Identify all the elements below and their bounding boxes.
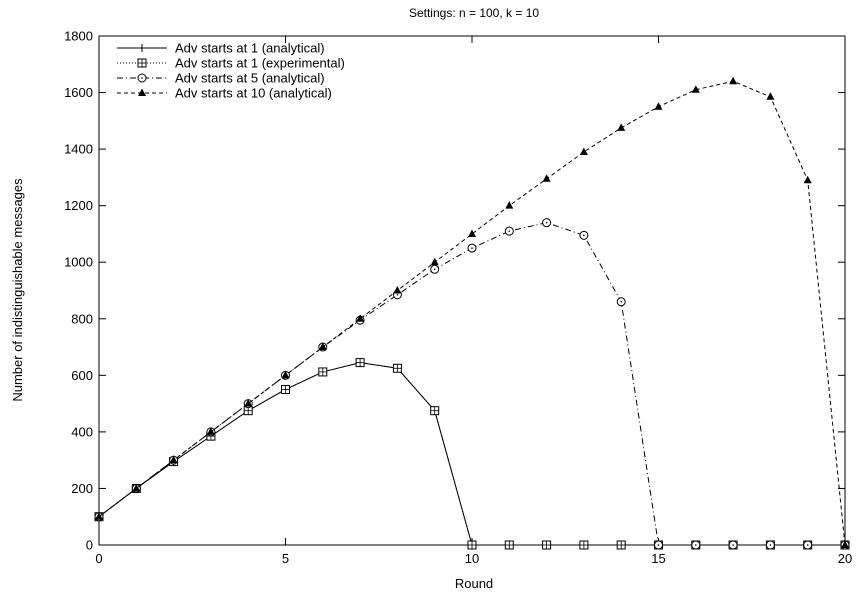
series-line (98, 222, 845, 546)
data-point (616, 297, 626, 307)
data-point (542, 540, 552, 550)
x-axis-label: Round (455, 576, 493, 591)
y-tick-label: 200 (71, 481, 93, 496)
y-tick-label: 1400 (64, 142, 93, 157)
legend-entry: Adv starts at 5 (analytical) (117, 71, 325, 86)
data-point (318, 367, 328, 377)
legend-marker (138, 88, 146, 96)
y-axis-label: Number of indistinguishable messages (10, 178, 25, 402)
data-point (803, 175, 812, 184)
data-point (430, 406, 440, 416)
data-point (318, 342, 327, 351)
data-point (281, 384, 290, 394)
data-point (430, 264, 440, 274)
y-tick-label: 600 (71, 368, 93, 383)
data-point (393, 286, 402, 294)
data-point (281, 370, 290, 379)
data-point (505, 201, 514, 209)
series-line (98, 80, 846, 546)
series-line (98, 362, 845, 546)
y-tick-label: 0 (86, 538, 93, 553)
series-2 (94, 218, 850, 550)
data-point (467, 540, 477, 550)
x-tick-label: 15 (651, 551, 665, 566)
legend-marker (137, 58, 147, 68)
y-tick-label: 1000 (64, 255, 93, 270)
series-layer (94, 76, 850, 550)
data-point (430, 257, 439, 266)
data-point (766, 92, 775, 100)
data-point (841, 540, 849, 548)
data-point (617, 123, 626, 131)
data-point (392, 363, 402, 373)
data-point (132, 483, 141, 492)
plot-area (98, 35, 846, 546)
y-tick-label: 1600 (64, 85, 93, 100)
x-axis: 0 5 10 15 20 (95, 36, 852, 566)
series-0 (95, 358, 849, 549)
data-point (579, 147, 588, 155)
legend-entry: Adv starts at 10 (analytical) (117, 86, 332, 101)
data-point (542, 218, 552, 228)
data-point (579, 540, 589, 550)
data-point (579, 230, 589, 240)
data-point (616, 540, 626, 550)
legend-marker (138, 44, 146, 52)
y-tick-label: 400 (71, 424, 93, 439)
data-point (654, 540, 663, 550)
data-point (504, 540, 514, 550)
data-point (169, 455, 178, 464)
series-1 (94, 358, 850, 550)
data-point (468, 229, 476, 237)
data-point (765, 540, 775, 550)
y-tick-label: 1200 (64, 198, 93, 213)
legend-entry: Adv starts at 1 (analytical) (117, 41, 325, 56)
data-point (95, 512, 103, 520)
data-point (467, 243, 477, 253)
data-point (728, 540, 738, 550)
data-point (356, 314, 365, 322)
legend-label: Adv starts at 1 (analytical) (175, 41, 325, 56)
legend-label: Adv starts at 5 (analytical) (175, 71, 325, 86)
data-point (206, 427, 215, 435)
data-point (803, 540, 813, 550)
x-tick-label: 10 (465, 551, 479, 566)
series-line (98, 362, 845, 546)
data-point (542, 174, 551, 182)
y-axis: 0 200 400 600 800 1000 1200 1400 1600 1800 (64, 29, 845, 553)
plot-border (98, 35, 846, 546)
legend-marker (137, 73, 147, 83)
legend-label: Adv starts at 10 (analytical) (175, 86, 332, 101)
data-point (691, 540, 701, 550)
data-point (691, 85, 700, 93)
legend-entry: Adv starts at 1 (experimental) (117, 56, 345, 71)
y-tick-label: 1800 (64, 29, 93, 44)
legend-label: Adv starts at 1 (experimental) (175, 56, 345, 71)
chart-title: Settings: n = 100, k = 10 (409, 6, 539, 20)
legend: Adv starts at 1 (analytical)Adv starts a… (117, 41, 345, 101)
data-point (729, 76, 738, 85)
x-tick-label: 5 (282, 551, 289, 566)
data-point (244, 399, 253, 407)
y-tick-label: 800 (71, 311, 93, 326)
series-3 (95, 76, 849, 548)
data-point (355, 358, 365, 368)
data-point (504, 226, 514, 236)
x-tick-label: 0 (95, 551, 102, 566)
data-point (654, 102, 663, 110)
x-tick-label: 20 (838, 551, 852, 566)
